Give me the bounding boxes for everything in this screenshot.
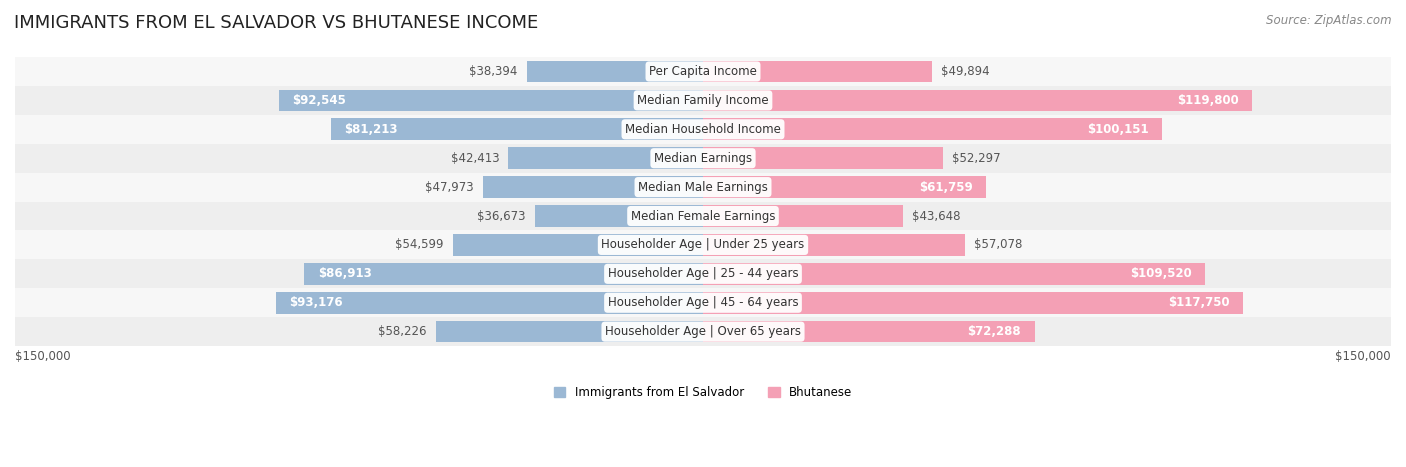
Text: $150,000: $150,000 <box>1336 350 1391 363</box>
Text: Householder Age | Under 25 years: Householder Age | Under 25 years <box>602 239 804 251</box>
Text: Median Female Earnings: Median Female Earnings <box>631 210 775 222</box>
Bar <box>703 90 1253 111</box>
Bar <box>703 263 1205 285</box>
Bar <box>509 148 703 169</box>
Text: $93,176: $93,176 <box>290 296 343 309</box>
Text: $109,520: $109,520 <box>1130 267 1191 280</box>
Bar <box>15 202 1391 231</box>
Text: $43,648: $43,648 <box>912 210 960 222</box>
Bar <box>453 234 703 256</box>
Text: Householder Age | 25 - 44 years: Householder Age | 25 - 44 years <box>607 267 799 280</box>
Bar <box>15 288 1391 317</box>
Bar <box>703 176 986 198</box>
Text: Householder Age | 45 - 64 years: Householder Age | 45 - 64 years <box>607 296 799 309</box>
Text: $54,599: $54,599 <box>395 239 443 251</box>
Text: $119,800: $119,800 <box>1177 94 1239 107</box>
Text: $92,545: $92,545 <box>292 94 346 107</box>
Text: $38,394: $38,394 <box>470 65 517 78</box>
Bar <box>15 259 1391 288</box>
Bar <box>278 90 703 111</box>
Text: Median Family Income: Median Family Income <box>637 94 769 107</box>
Bar <box>15 317 1391 346</box>
Bar <box>484 176 703 198</box>
Bar <box>534 205 703 227</box>
Bar <box>703 148 943 169</box>
Legend: Immigrants from El Salvador, Bhutanese: Immigrants from El Salvador, Bhutanese <box>548 382 858 404</box>
Bar <box>276 292 703 313</box>
Text: Householder Age | Over 65 years: Householder Age | Over 65 years <box>605 325 801 338</box>
Text: $61,759: $61,759 <box>918 181 973 194</box>
Text: Median Male Earnings: Median Male Earnings <box>638 181 768 194</box>
Bar <box>15 57 1391 86</box>
Bar <box>15 144 1391 173</box>
Text: Median Household Income: Median Household Income <box>626 123 780 136</box>
Text: Source: ZipAtlas.com: Source: ZipAtlas.com <box>1267 14 1392 27</box>
Text: $81,213: $81,213 <box>344 123 398 136</box>
Text: $72,288: $72,288 <box>967 325 1021 338</box>
Bar <box>703 61 932 82</box>
Text: $49,894: $49,894 <box>941 65 990 78</box>
Text: $42,413: $42,413 <box>451 152 499 165</box>
Bar <box>703 205 903 227</box>
Text: IMMIGRANTS FROM EL SALVADOR VS BHUTANESE INCOME: IMMIGRANTS FROM EL SALVADOR VS BHUTANESE… <box>14 14 538 32</box>
Bar <box>15 173 1391 202</box>
Bar <box>304 263 703 285</box>
Text: $58,226: $58,226 <box>378 325 427 338</box>
Text: Per Capita Income: Per Capita Income <box>650 65 756 78</box>
Bar <box>703 119 1163 140</box>
Text: $150,000: $150,000 <box>15 350 70 363</box>
Text: $100,151: $100,151 <box>1087 123 1149 136</box>
Bar <box>15 86 1391 115</box>
Bar <box>330 119 703 140</box>
Bar <box>703 292 1243 313</box>
Bar <box>15 231 1391 259</box>
Text: $47,973: $47,973 <box>425 181 474 194</box>
Bar <box>436 321 703 342</box>
Bar <box>15 115 1391 144</box>
Text: $57,078: $57,078 <box>974 239 1022 251</box>
Text: $117,750: $117,750 <box>1168 296 1229 309</box>
Text: $86,913: $86,913 <box>318 267 371 280</box>
Text: Median Earnings: Median Earnings <box>654 152 752 165</box>
Text: $36,673: $36,673 <box>477 210 526 222</box>
Bar <box>703 321 1035 342</box>
Text: $52,297: $52,297 <box>952 152 1001 165</box>
Bar <box>527 61 703 82</box>
Bar <box>703 234 965 256</box>
